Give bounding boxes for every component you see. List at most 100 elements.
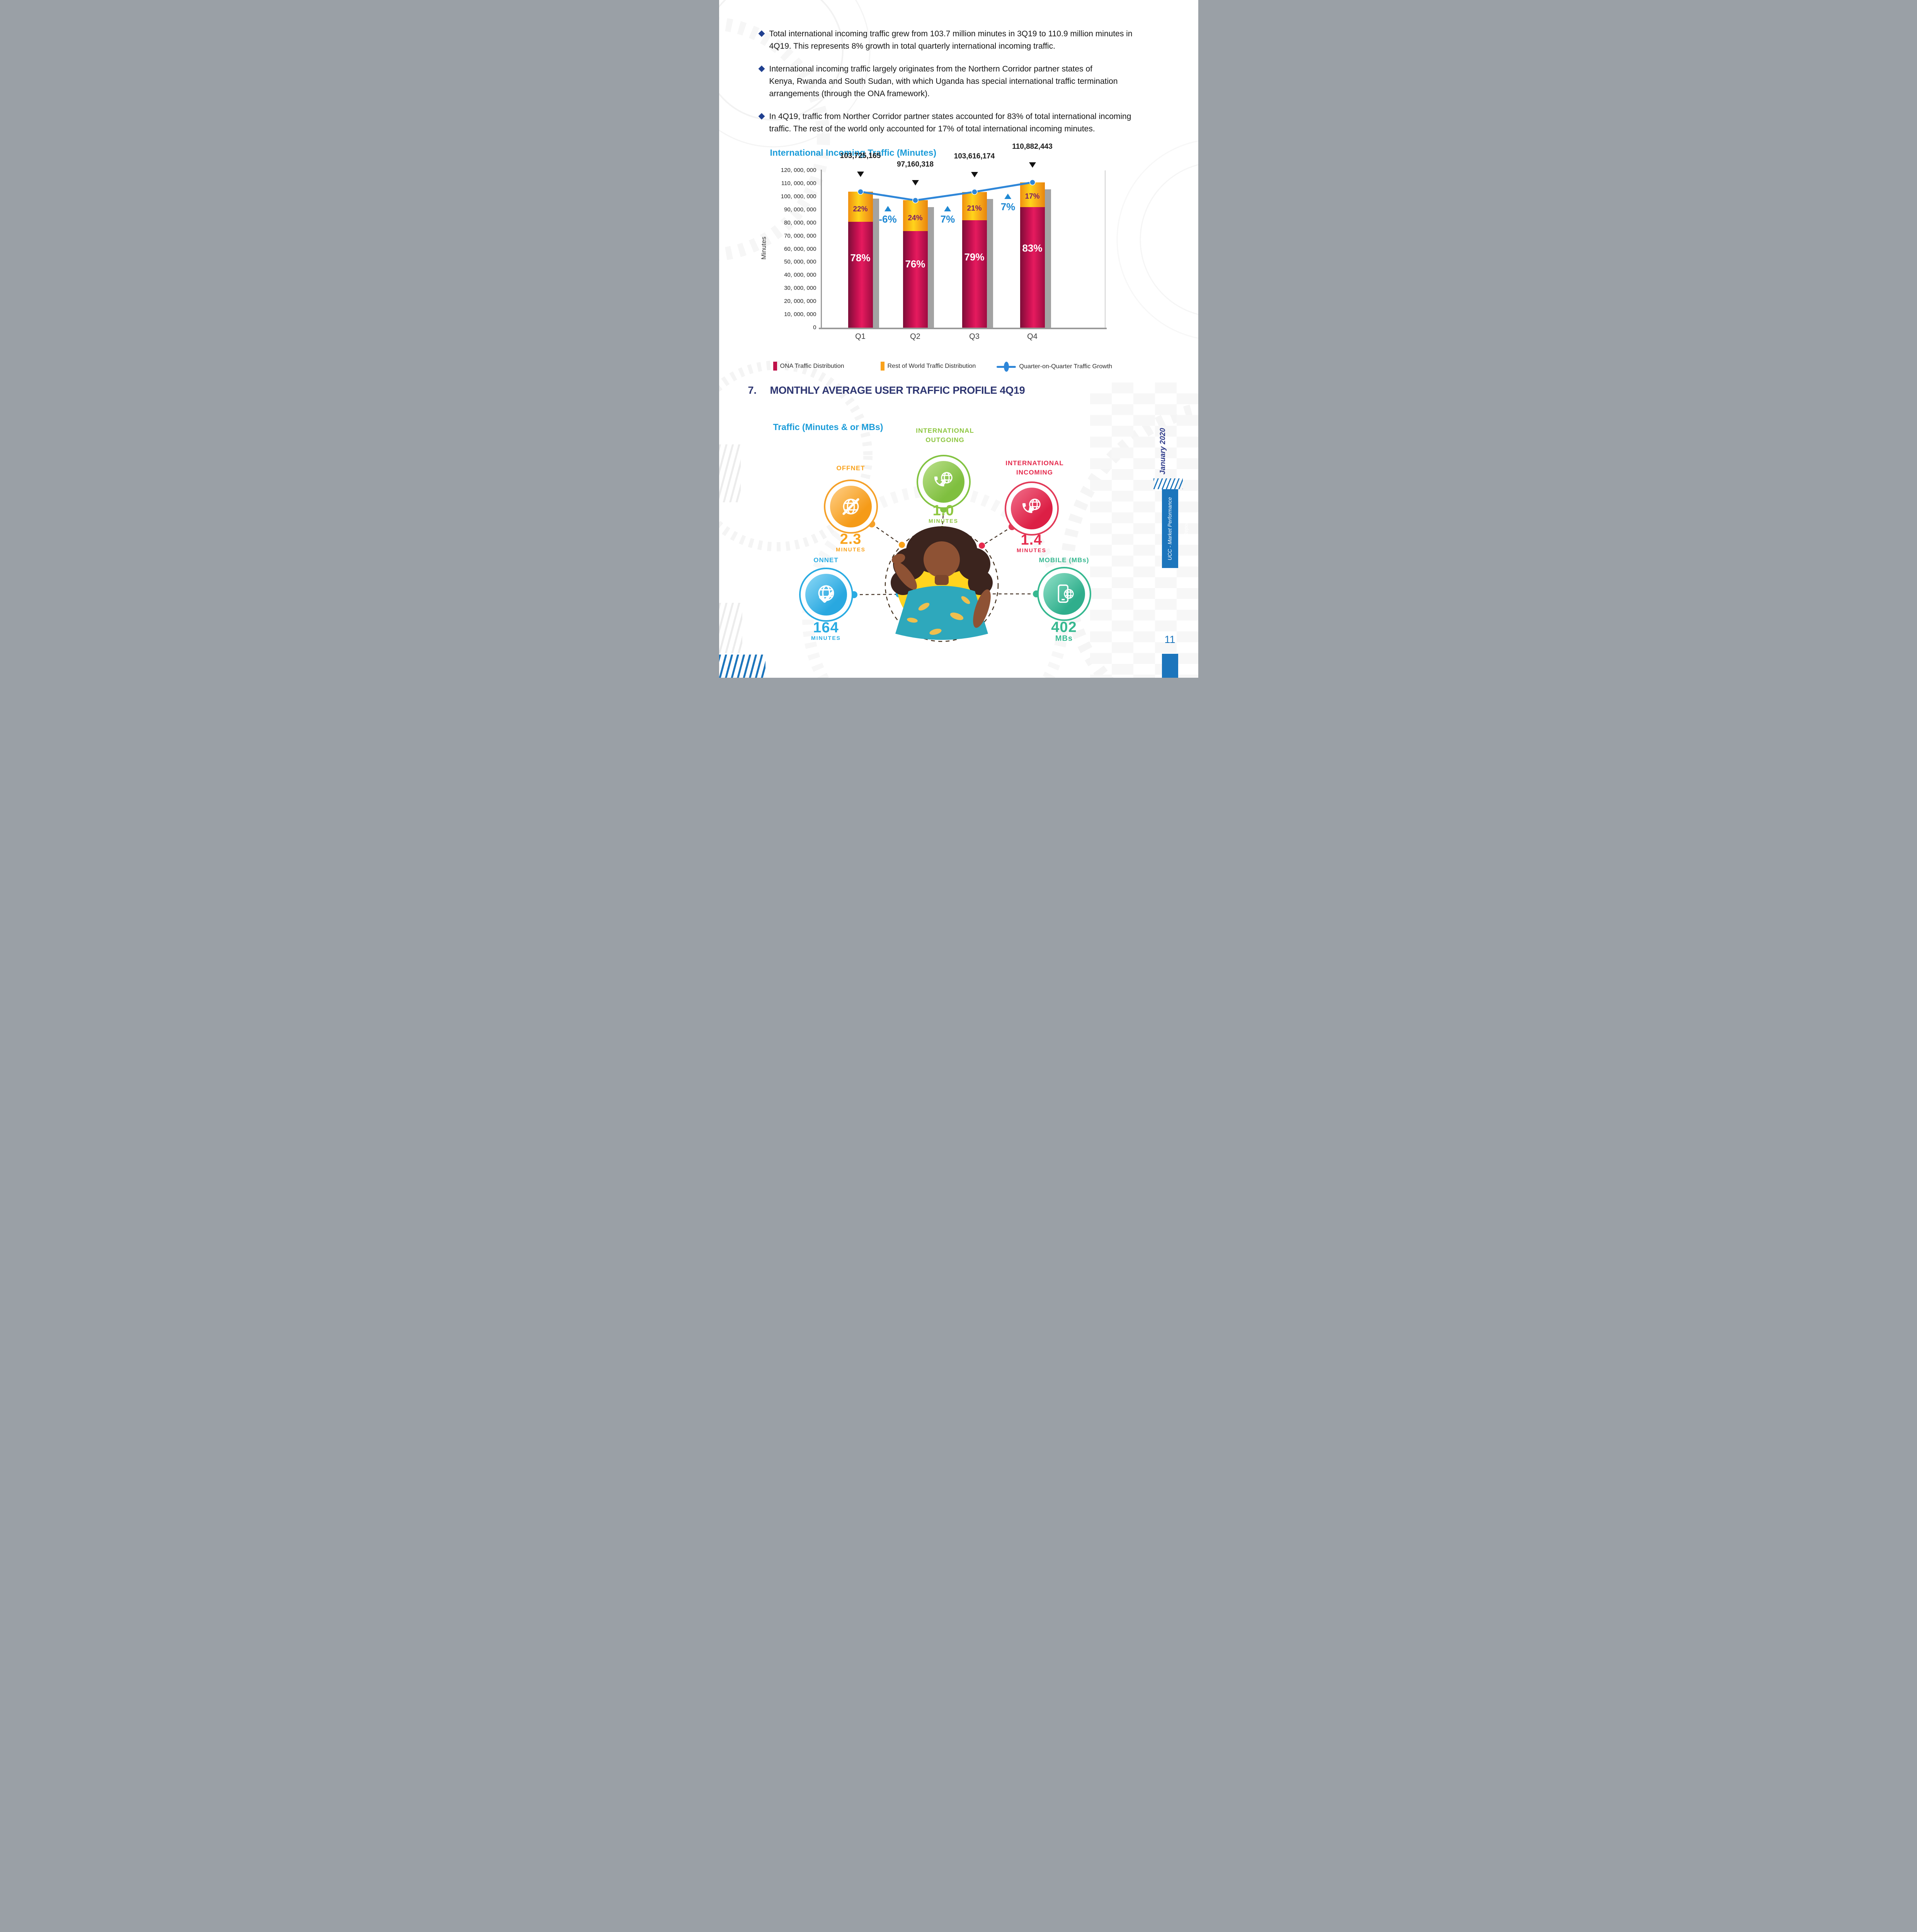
hatch-decoration [719,603,742,653]
mobile-unit: MBs [1055,634,1073,643]
legend-label: Quarter-on-Quarter Traffic Growth [1019,363,1112,370]
legend-item-ona: ONA Traffic Distribution [773,362,844,371]
plot-right-border [1104,170,1106,328]
x-axis-line [818,328,1107,329]
globe-check-icon [805,574,847,616]
onnet-value: 164 [813,619,839,636]
diamond-bullet-icon [758,30,765,37]
growth-label: -6% [879,206,897,225]
international-incoming-label: INTERNATIONAL INCOMING [1005,459,1064,476]
data-label-q3: 103,616,174 [954,152,995,160]
y-tick-label: 10, 000, 000 [784,311,816,318]
y-tick-label: 110, 000, 000 [781,180,816,187]
onnet-label: ONNET [813,556,839,564]
growth-label: 7% [1001,194,1015,213]
y-tick-label: 90, 000, 000 [784,206,816,213]
diamond-bullet-icon [758,65,765,72]
down-triangle-icon [971,172,978,177]
ona-pct: 79% [964,251,985,263]
ona-pct: 78% [850,252,871,264]
legend-swatch-rest-of-world [880,362,885,371]
segment-ona: 79% [962,220,987,328]
segment-ona: 83% [1020,207,1045,328]
diamond-bullet-icon [758,113,765,120]
section-title: MONTHLY AVERAGE USER TRAFFIC PROFILE 4Q1… [770,384,1025,396]
hatch-decoration-blue [719,655,765,678]
y-tick-label: 70, 000, 000 [784,232,816,239]
page-number: 11 [1164,634,1175,645]
segment-rest-of-world: 17% [1020,182,1045,207]
ona-pct: 76% [905,258,925,270]
smartphone-globe-icon [1043,573,1085,615]
up-triangle-icon [944,206,951,211]
legend-item-rest-of-world: Rest of World Traffic Distribution [880,362,976,371]
mobile-value: 402 [1051,619,1077,636]
y-tick-label: 60, 000, 000 [784,245,816,252]
offnet-unit: MINUTES [836,546,866,553]
bar-q2: 24% 76% [903,200,928,328]
bar-q1: 22% 78% [848,192,873,328]
x-label-q1: Q1 [855,332,866,341]
sidebar-stripes-decoration [1153,478,1183,489]
person-photo-placeholder [890,526,993,640]
rest-of-world-pct: 17% [1025,192,1040,201]
bar-shadow [927,207,934,328]
sidebar-bottom-bar [1162,654,1178,678]
bullet-item: International incoming traffic largely o… [758,63,1169,100]
segment-rest-of-world: 24% [903,200,928,231]
data-label-q2: 97,160,318 [896,160,934,169]
international-incoming-unit: MINUTES [1017,547,1046,553]
onnet-circle [799,568,853,622]
y-tick-label: 20, 000, 000 [784,298,816,305]
onnet-unit: MINUTES [811,635,841,641]
segment-ona: 78% [848,221,873,328]
down-triangle-icon [857,172,864,177]
offnet-label: OFFNET [836,464,865,472]
legend-line-marker-icon [996,362,1016,372]
offnet-value: 2.3 [840,531,862,548]
bullet-item: In 4Q19, traffic from Norther Corridor p… [758,111,1169,135]
y-tick-label: 100, 000, 000 [781,193,816,200]
y-tick-label: 120, 000, 000 [781,167,816,173]
bar-q3: 21% 79% [962,192,987,328]
bar-q4: 17% 83% [1020,182,1045,328]
offnet-circle [823,480,878,534]
growth-label: 7% [941,206,955,225]
international-incoming-circle [1004,481,1059,536]
hatch-decoration [719,444,741,502]
legend-label: ONA Traffic Distribution [780,362,844,369]
sidebar-date: January 2020 [1158,428,1167,475]
x-label-q3: Q3 [969,332,980,341]
ona-pct: 83% [1022,242,1043,254]
x-label-q4: Q4 [1027,332,1038,341]
sidebar-report-banner: UCC - Market Performance Report [1162,489,1189,568]
report-page: Total international incoming traffic gre… [719,0,1198,678]
legend-swatch-ona [773,362,777,371]
bullet-text: Total international incoming traffic gre… [769,29,1133,51]
y-tick-label: 80, 000, 000 [784,219,816,226]
international-outgoing-circle [916,455,971,509]
bar-shadow [872,199,879,328]
y-axis-line [820,170,822,328]
infographic-title: Traffic (Minutes & or MBs) [773,422,883,432]
bullet-list: Total international incoming traffic gre… [758,28,1169,146]
up-triangle-icon [1004,194,1012,199]
international-incoming-value: 1.4 [1021,532,1043,548]
y-tick-label: 40, 000, 000 [784,272,816,279]
bar-shadow [1044,189,1051,328]
data-label-q1: 103,725,165 [840,152,881,160]
bullet-text: In 4Q19, traffic from Norther Corridor p… [769,112,1131,133]
rest-of-world-pct: 21% [967,204,982,213]
down-triangle-icon [1029,162,1036,168]
bullet-item: Total international incoming traffic gre… [758,28,1169,53]
x-label-q2: Q2 [910,332,920,341]
globe-slash-icon [830,486,872,527]
sidebar-report-title: UCC - Market Performance Report [1167,497,1189,560]
segment-rest-of-world: 21% [962,192,987,221]
y-tick-label: 0 [813,324,816,331]
mobile-label: MOBILE (MBs) [1039,556,1089,564]
data-label-q4: 110,882,443 [1012,142,1053,151]
bar-shadow [986,199,993,328]
rest-of-world-pct: 24% [908,214,923,222]
international-outgoing-value: 1.0 [932,502,954,519]
